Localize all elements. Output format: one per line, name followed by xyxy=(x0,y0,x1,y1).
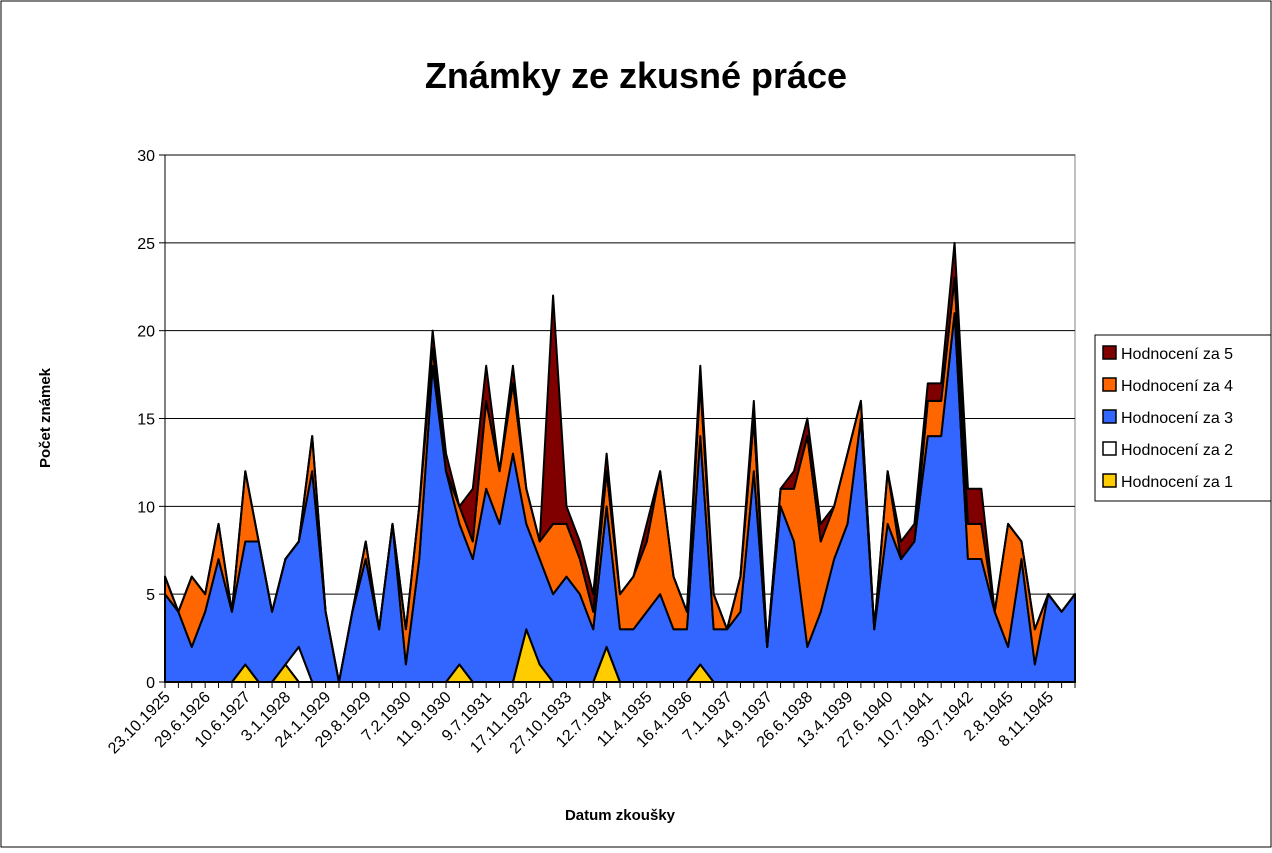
y-tick-label: 5 xyxy=(146,587,155,604)
y-axis-label: Počet známek xyxy=(37,367,54,468)
y-tick-label: 20 xyxy=(137,324,155,341)
y-tick-label: 15 xyxy=(137,412,155,429)
legend-swatch xyxy=(1102,409,1117,424)
legend-swatch xyxy=(1102,377,1117,392)
legend: Hodnocení za 5 Hodnocení za 4 Hodnocení za… xyxy=(1094,334,1272,502)
legend-box xyxy=(1094,334,1272,502)
legend-label: Hodnocení za 4 xyxy=(1121,378,1233,395)
legend-swatch xyxy=(1102,345,1117,360)
y-tick-label: 0 xyxy=(146,675,155,692)
area xyxy=(164,241,1076,683)
y-tick-label: 25 xyxy=(137,236,155,253)
chart-title: Známky ze zkusné práce xyxy=(425,55,847,96)
y-tick-label: 10 xyxy=(137,499,155,516)
legend-swatch xyxy=(1102,441,1117,456)
legend-swatch xyxy=(1102,473,1117,488)
legend-label: Hodnocení za 2 xyxy=(1121,442,1233,459)
y-tick-label: 30 xyxy=(137,148,155,165)
legend-label: Hodnocení za 1 xyxy=(1121,474,1233,491)
legend-label: Hodnocení za 3 xyxy=(1121,410,1233,427)
x-axis-label: Datum zkoušky xyxy=(565,807,676,824)
legend-label: Hodnocení za 5 xyxy=(1121,346,1233,363)
